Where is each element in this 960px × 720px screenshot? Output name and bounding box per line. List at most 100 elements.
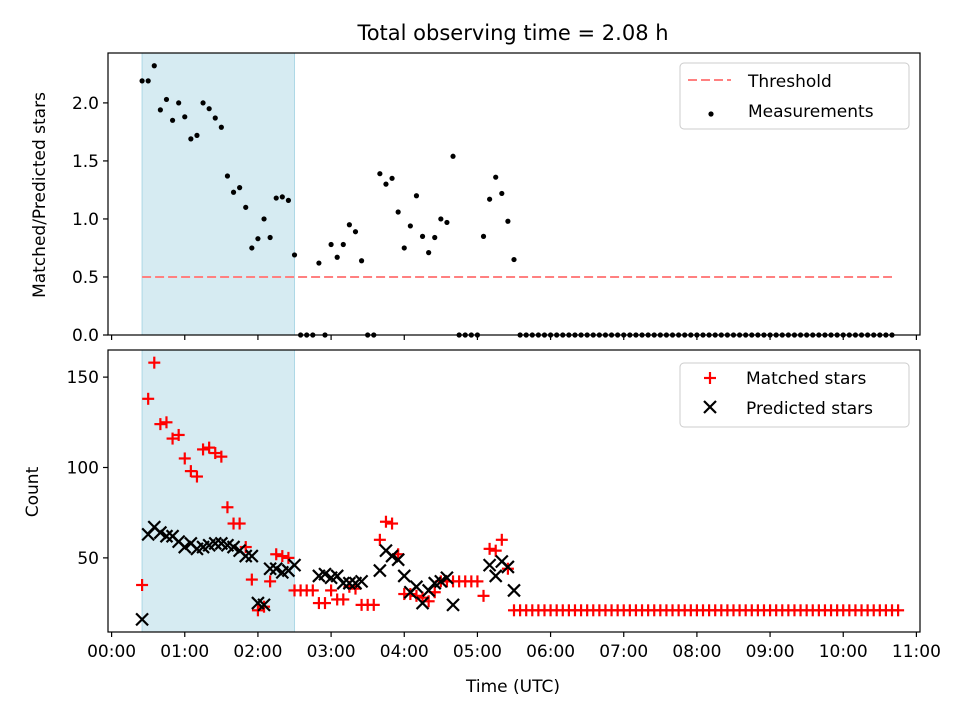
measurement-point [169,117,176,123]
matched-stars-point [178,452,191,465]
cross-stroke-b [391,552,405,567]
ratio-legend: Threshold Measurements [679,62,910,130]
ratio-highlight-span [141,52,296,336]
ratio-y-axis-ticks: 0.0 0.5 1.0 1.5 2.0 [72,94,108,346]
count-x-axis-ticks: 00:00 01:00 02:00 03:00 04:00 05:00 06:00 07:00… [87,632,941,662]
matched-stars-point [166,432,179,445]
measurement-point [243,204,249,210]
predicted-stars-point [373,563,387,578]
measurement-point [182,114,188,120]
predicted-stars-point [287,558,302,572]
predicted-stars-point [226,540,241,554]
count-x-tick-label: 04:00 [380,642,429,662]
measurement-point [316,260,322,266]
matched-stars-point [404,588,417,601]
count-x-tick-label: 08:00 [672,642,721,662]
ratio-y-tick-label: 1.0 [72,210,99,230]
measurement-point [151,63,157,69]
measurement-point [401,245,407,251]
count-x-tick-label: 02:00 [233,642,282,662]
predicted-stars-point [238,549,253,563]
count-y-tick-label: 100 [67,459,99,479]
measurement-point [267,234,273,241]
matched-stars-point [489,544,502,557]
predicted-stars-point [318,567,332,581]
measurement-point [188,136,194,142]
cross-stroke-b [214,536,229,551]
measurement-point [389,175,395,181]
count-x-tick-label: 07:00 [599,642,648,662]
measurement-point [413,193,420,199]
predicted-stars-point [434,574,448,589]
measurement-point [139,78,145,84]
measurement-point [224,173,231,179]
cross-stroke-b [373,563,387,578]
matched-stars-point [477,589,490,602]
predicted-legend-label: Predicted stars [746,399,873,419]
matched-stars-point [136,579,149,591]
measurement-point [511,256,517,263]
cross-stroke-b [153,525,168,540]
measurement-point [487,196,493,202]
cross-stroke-b [385,549,399,563]
matched-stars-point [379,515,392,528]
measurement-point [230,189,237,195]
chart-title: Total observing time = 2.08 h [356,21,668,45]
cross-stroke-b [251,596,265,610]
measurement-point [377,171,383,177]
matched-legend-swatch [704,372,716,384]
matched-stars-point [318,597,331,610]
cross-stroke-b [434,574,448,589]
cross-stroke-b [482,558,497,572]
measurement-point [346,222,352,228]
matched-stars-point [367,598,380,611]
count-axes-frame [107,349,921,633]
cross-stroke-b [446,598,460,612]
count-y-axis-ticks: 50 100 150 [67,368,108,569]
predicted-stars-point [177,540,192,554]
cross-stroke-b [440,570,454,585]
cross-stroke-b [135,612,149,627]
matched-stars-point [184,465,197,478]
matched-stars-point [386,517,399,530]
predicted-stars-point [440,570,454,585]
measurement-point [352,229,359,235]
matched-stars-point [276,550,289,563]
count-x-tick-label: 10:00 [819,642,868,662]
measurement-point [163,96,170,103]
predicted-stars-point [342,576,357,590]
measurement-point [432,234,438,241]
ratio-legend-box [679,62,910,130]
matched-stars-point [264,575,277,588]
predicted-stars-point [208,536,223,551]
predicted-stars-point [269,561,283,576]
predicted-stars-point [488,569,503,583]
x-axis-label: Time (UTC) [465,677,560,697]
cross-stroke-b [342,576,357,590]
measurement-point [200,100,206,106]
measurement-point [450,153,456,159]
matched-stars-point [337,593,350,606]
predicted-stars-point [385,549,399,563]
measurement-point [237,185,243,191]
count-legend-box [679,362,910,428]
ratio-y-tick-label: 1.5 [72,152,99,172]
measurement-point [249,245,255,251]
cross-stroke-b [318,567,332,581]
matched-stars-point [501,562,514,575]
cross-stroke-b [336,576,351,590]
measurement-point [157,107,163,113]
measurement-point [334,254,340,260]
cross-stroke-b [257,598,271,612]
count-x-tick-label: 09:00 [746,642,795,662]
predicted-stars-point [391,552,405,567]
cross-stroke-b [238,549,253,563]
predicted-stars-point [135,612,149,627]
cross-stroke-b [269,561,283,576]
cross-stroke-b [245,549,259,563]
count-highlight-span [141,349,296,633]
predicted-stars-point [415,596,430,610]
ratio-y-tick-label: 0.0 [72,326,99,346]
